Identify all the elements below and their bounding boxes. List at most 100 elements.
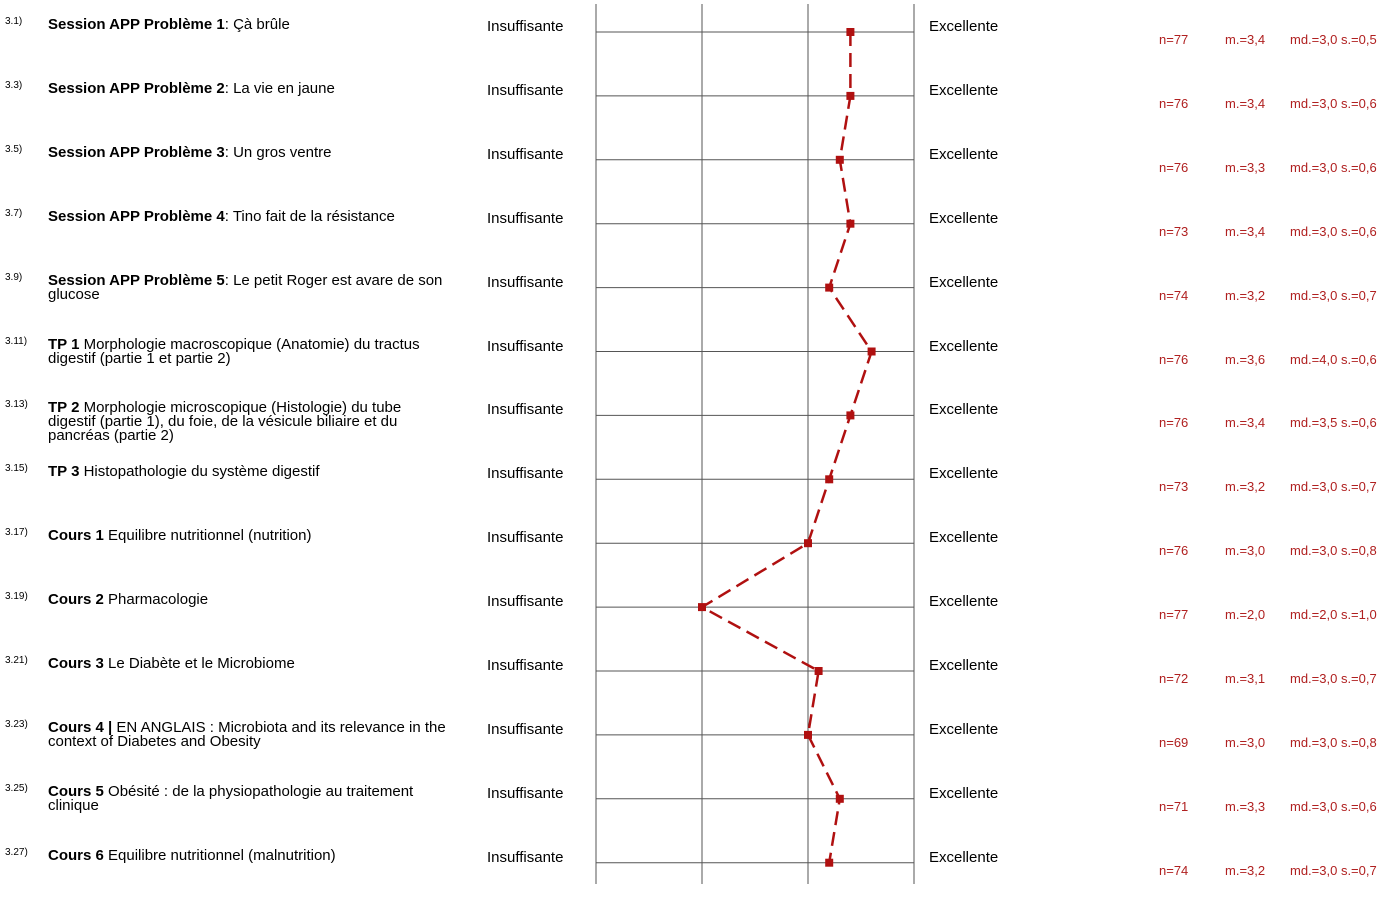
item-row: 3.23) Cours 4 | EN ANGLAIS : Microbiota a… [0,718,1397,785]
stat-n: n=71 [1159,798,1189,814]
item-label: Cours 3 Le Diabète et le Microbiome [48,655,448,672]
item-title: Cours 5 [48,782,104,800]
stat-median-sd: md.=4,0 s.=0,6 [1290,351,1377,367]
item-number: 3.19) [5,591,28,603]
scale-left-label: Insuffisante [487,145,564,163]
item-label: Cours 5 Obésité : de la physiopathologie… [48,782,448,813]
item-description: : Un gros ventre [224,143,332,161]
stat-n: n=74 [1159,862,1189,878]
item-label: Cours 2 Pharmacologie [48,591,448,609]
item-title: Session APP Problème 1 [48,16,225,33]
item-title: Session APP Problème 3 [48,143,225,161]
stat-median-sd: md.=3,0 s.=0,6 [1290,95,1377,111]
scale-left-label: Insuffisante [487,337,564,355]
scale-left-label: Insuffisante [487,784,564,802]
item-label: Session APP Problème 1: Çà brûle [48,16,448,33]
data-point-marker [825,858,834,867]
scale-right-label: Excellente [929,81,999,99]
scale-left-label: Insuffisante [487,273,564,291]
item-title: Cours 3 [48,655,104,672]
stat-n: n=76 [1159,95,1189,111]
item-title: TP 1 [48,335,80,353]
item-number: 3.13) [5,399,28,411]
scale-left-label: Insuffisante [487,465,564,483]
stat-n: n=77 [1159,32,1189,47]
stat-mean: m.=3,4 [1225,223,1266,239]
data-point-marker [846,91,855,100]
item-description: Pharmacologie [103,591,209,609]
item-label: Session APP Problème 5: Le petit Roger e… [48,271,448,303]
scale-right-label: Excellente [929,401,999,419]
stat-mean: m.=3,1 [1225,671,1266,686]
scale-right-label: Excellente [929,593,999,611]
item-label: TP 2 Morphologie microscopique (Histolog… [48,399,448,445]
item-label: Cours 4 | EN ANGLAIS : Microbiota and it… [48,718,448,750]
item-number: 3.7) [5,207,23,219]
stat-mean: m.=3,4 [1225,95,1266,111]
stat-n: n=76 [1159,351,1189,367]
stat-mean: m.=3,3 [1225,798,1266,814]
item-label: Session APP Problème 3: Un gros ventre [48,143,448,161]
stat-median-sd: md.=3,0 s.=0,8 [1290,734,1377,750]
item-label: TP 3 Histopathologie du système digestif [48,463,448,481]
stat-median-sd: md.=3,0 s.=0,8 [1290,543,1377,559]
stat-mean: m.=3,4 [1225,32,1266,47]
item-number: 3.27) [5,846,28,858]
item-description: Histopathologie du système digestif [79,463,320,481]
scale-left-label: Insuffisante [487,209,564,227]
item-row: 3.1) Session APP Problème 1: Çà brûle Insu… [0,16,1397,82]
item-title: TP 3 [48,463,80,481]
item-description: Morphologie macroscopique (Anatomie) du … [48,335,420,367]
scale-left-label: Insuffisante [487,720,564,738]
scale-right-label: Excellente [929,465,999,483]
stat-mean: m.=3,0 [1225,543,1266,559]
stat-median-sd: md.=3,0 s.=0,6 [1290,798,1377,814]
stat-mean: m.=3,2 [1225,862,1266,878]
data-point-marker [846,411,855,420]
data-point-marker [804,539,812,548]
item-number: 3.1) [5,16,23,27]
stat-mean: m.=3,2 [1225,479,1266,495]
scale-right-label: Excellente [929,529,999,547]
item-description: : La vie en jaune [224,79,335,97]
scale-right-label: Excellente [929,18,999,35]
item-number: 3.17) [5,527,28,539]
item-label: Session APP Problème 2: La vie en jaune [48,79,448,97]
item-description: : Le petit Roger est avare de son glucos… [48,271,443,303]
stat-n: n=72 [1159,671,1189,686]
item-label: Session APP Problème 4: Tino fait de la … [48,209,448,224]
item-title: Cours 1 [48,527,104,545]
stat-median-sd: md.=3,0 s.=0,6 [1290,159,1377,175]
stat-n: n=77 [1159,607,1189,623]
item-number: 3.15) [5,463,28,475]
data-point-marker [835,155,844,164]
scale-left-label: Insuffisante [487,529,564,547]
data-point-marker [846,219,855,228]
data-point-marker [835,794,844,803]
item-number: 3.21) [5,655,28,666]
item-label: Cours 6 Equilibre nutritionnel (malnutri… [48,846,448,864]
scale-left-label: Insuffisante [487,593,564,611]
item-description: Morphologie microscopique (Histologie) d… [48,399,402,445]
scale-right-label: Excellente [929,784,999,802]
scale-right-label: Excellente [929,209,999,227]
stat-mean: m.=3,4 [1225,415,1266,431]
stat-median-sd: md.=3,0 s.=0,7 [1290,479,1377,495]
item-number: 3.9) [5,271,23,283]
item-row: 3.27) Cours 6 Equilibre nutritionnel (mal… [0,846,1397,913]
item-number: 3.25) [5,782,28,794]
item-description: Equilibre nutritionnel (malnutrition) [103,846,336,864]
item-title: Session APP Problème 5 [48,271,225,289]
item-title: Cours 6 [48,846,104,864]
item-row: 3.25) Cours 5 Obésité : de la physiopatho… [0,782,1397,849]
stat-median-sd: md.=3,5 s.=0,6 [1290,415,1377,431]
stat-median-sd: md.=2,0 s.=1,0 [1290,607,1377,623]
item-description: Equilibre nutritionnel (nutrition) [103,527,312,545]
item-row: 3.13) TP 2 Morphologie microscopique (His… [0,399,1397,465]
scale-right-label: Excellente [929,273,999,291]
scale-left-label: Insuffisante [487,18,564,35]
item-row: 3.7) Session APP Problème 4: Tino fait de… [0,207,1397,274]
item-title: Cours 4 | [48,718,113,736]
item-description: EN ANGLAIS : Microbiota and its relevanc… [48,718,446,750]
stat-n: n=76 [1159,543,1189,559]
